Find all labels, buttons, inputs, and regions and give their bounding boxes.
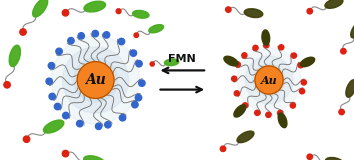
Circle shape <box>132 101 138 108</box>
Circle shape <box>62 10 69 16</box>
Circle shape <box>307 8 313 14</box>
Circle shape <box>54 103 61 110</box>
Circle shape <box>77 62 114 98</box>
Circle shape <box>253 64 285 96</box>
Circle shape <box>46 78 52 84</box>
Circle shape <box>119 115 126 121</box>
Circle shape <box>299 89 305 94</box>
Circle shape <box>341 48 346 54</box>
Ellipse shape <box>351 21 354 38</box>
Circle shape <box>220 146 226 152</box>
Circle shape <box>62 150 69 157</box>
Ellipse shape <box>224 56 238 66</box>
Circle shape <box>242 103 248 108</box>
Circle shape <box>4 82 10 88</box>
Circle shape <box>68 37 74 44</box>
Circle shape <box>63 47 129 113</box>
Circle shape <box>116 9 121 14</box>
Ellipse shape <box>84 1 105 12</box>
Ellipse shape <box>346 80 354 97</box>
Circle shape <box>49 93 55 100</box>
Ellipse shape <box>165 59 179 66</box>
Circle shape <box>134 33 138 37</box>
Circle shape <box>76 120 83 127</box>
Ellipse shape <box>234 105 246 117</box>
Circle shape <box>266 112 271 117</box>
Circle shape <box>92 30 98 37</box>
Ellipse shape <box>262 30 270 45</box>
Ellipse shape <box>278 113 287 128</box>
Circle shape <box>56 48 62 55</box>
Ellipse shape <box>9 45 21 67</box>
Ellipse shape <box>149 25 164 33</box>
Ellipse shape <box>244 9 263 18</box>
Circle shape <box>103 32 110 38</box>
Circle shape <box>235 62 240 67</box>
Text: Au: Au <box>261 75 278 85</box>
Circle shape <box>298 63 303 68</box>
Circle shape <box>255 66 283 94</box>
Text: Au: Au <box>85 73 106 87</box>
Circle shape <box>290 103 296 108</box>
Circle shape <box>237 48 301 112</box>
Circle shape <box>339 109 344 115</box>
Ellipse shape <box>325 157 344 160</box>
Circle shape <box>96 123 102 129</box>
Circle shape <box>234 91 239 96</box>
Circle shape <box>23 136 30 142</box>
Circle shape <box>74 58 118 102</box>
Circle shape <box>20 29 26 35</box>
Ellipse shape <box>301 57 315 67</box>
Ellipse shape <box>44 120 64 133</box>
Circle shape <box>150 62 154 66</box>
Ellipse shape <box>84 156 105 160</box>
Circle shape <box>135 94 142 101</box>
Text: FMN: FMN <box>169 54 196 64</box>
Circle shape <box>264 43 269 48</box>
Circle shape <box>279 45 284 50</box>
Circle shape <box>232 76 237 81</box>
Circle shape <box>130 50 137 56</box>
Circle shape <box>253 45 258 50</box>
Circle shape <box>245 56 293 104</box>
Circle shape <box>118 38 125 45</box>
Circle shape <box>225 7 231 12</box>
Circle shape <box>136 60 142 67</box>
Ellipse shape <box>133 10 149 18</box>
Circle shape <box>139 80 145 86</box>
Circle shape <box>52 36 139 124</box>
Circle shape <box>307 154 313 160</box>
Circle shape <box>291 53 297 58</box>
Circle shape <box>301 80 307 85</box>
Circle shape <box>63 112 69 119</box>
Ellipse shape <box>325 0 343 8</box>
Circle shape <box>78 33 85 39</box>
Ellipse shape <box>237 131 254 143</box>
Circle shape <box>242 53 247 58</box>
Circle shape <box>278 110 283 116</box>
Circle shape <box>255 110 260 115</box>
Ellipse shape <box>33 0 48 17</box>
Circle shape <box>105 122 111 128</box>
Circle shape <box>48 62 55 69</box>
